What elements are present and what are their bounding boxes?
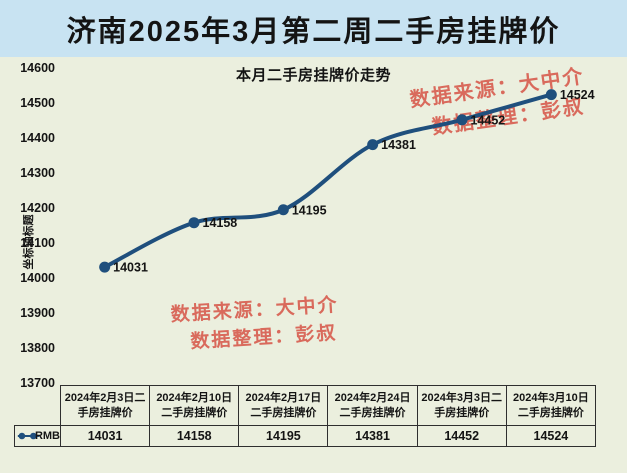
table-value-cell: 14195 (238, 425, 329, 447)
table-value-cell: 14158 (149, 425, 240, 447)
data-point-marker (367, 139, 379, 151)
table-value-cell: 14381 (327, 425, 418, 447)
legend-line-marker-icon (17, 432, 40, 440)
data-table: 2024年2月3日二手房挂牌价 2024年2月10日二手房挂牌价 2024年2月17… (14, 385, 597, 447)
data-point-label: 14031 (113, 261, 148, 275)
y-tick-label: 14000 (20, 271, 55, 285)
data-point-label: 14158 (203, 216, 238, 230)
y-tick-label: 14500 (20, 96, 55, 110)
data-point-marker (99, 261, 111, 273)
table-value-cell: 14031 (59, 425, 151, 447)
data-point-marker (277, 204, 289, 216)
data-point-marker (545, 89, 557, 101)
data-point-label: 14452 (471, 113, 506, 127)
y-tick-label: 13700 (20, 376, 55, 390)
data-point-label: 14195 (292, 203, 327, 217)
y-tick-label: 14100 (20, 236, 55, 250)
y-tick-label: 14200 (20, 201, 55, 215)
table-value-cell: 14452 (416, 425, 507, 447)
y-tick-label: 13900 (20, 306, 55, 320)
data-point-marker (188, 217, 200, 229)
chart-title: 本月二手房挂牌价走势 (235, 67, 391, 84)
table-header-cell: 2024年2月3日二手房挂牌价 (59, 385, 151, 426)
table-header-cell: 2024年3月10日二手房挂牌价 (505, 385, 597, 426)
y-tick-label: 14600 (20, 61, 55, 75)
table-value-cell: 14524 (505, 425, 597, 447)
table-corner-spacer (15, 386, 61, 426)
table-header-cell: 2024年3月3日二手房挂牌价 (416, 385, 507, 426)
table-header-cell: 2024年2月10日二手房挂牌价 (149, 385, 240, 426)
y-tick-label: 14400 (20, 131, 55, 145)
y-tick-label: 13800 (20, 341, 55, 355)
table-header-cell: 2024年2月24日二手房挂牌价 (327, 385, 418, 426)
legend-key: RMB (17, 426, 60, 446)
legend-key-cell: RMB (14, 425, 61, 447)
price-line-series (102, 92, 554, 270)
data-point-label: 14381 (381, 138, 416, 152)
page-title: 济南2025年3月第二周二手房挂牌价 (0, 0, 627, 57)
table-header-cell: 2024年2月17日二手房挂牌价 (238, 385, 329, 426)
data-point-label: 14524 (560, 88, 595, 102)
legend-series-name: RMB (34, 430, 60, 442)
data-point-marker (456, 114, 468, 126)
y-tick-label: 14300 (20, 166, 55, 180)
